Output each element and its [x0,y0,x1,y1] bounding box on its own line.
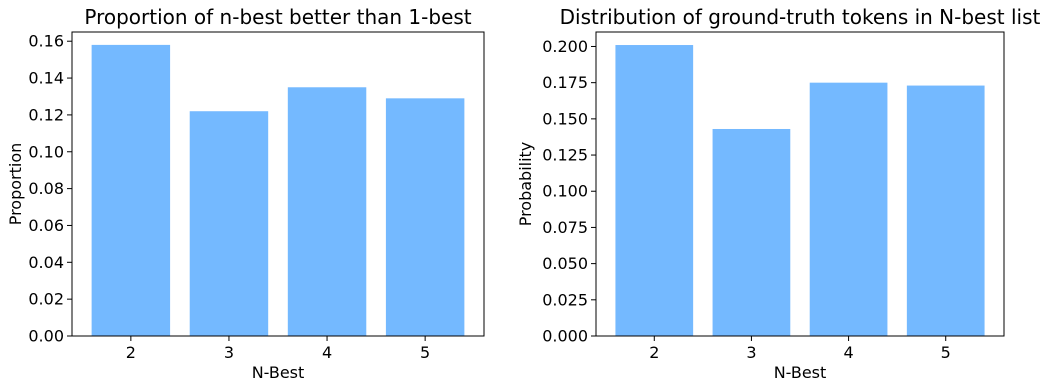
y-tick-label: 0.16 [28,32,64,51]
x-tick-label: 3 [224,343,234,362]
y-tick-label: 0.175 [542,73,588,92]
y-tick-label: 0.00 [28,327,64,346]
y-tick-label: 0.075 [542,218,588,237]
y-tick-label: 0.200 [542,37,588,56]
y-tick-label: 0.02 [28,290,64,309]
chart-n-best-proportion: 0.00 0.02 0.04 0.06 0.08 0.10 0.12 0.14 0.16 2 3 4 5… [6,5,485,381]
y-tick-label: 0.000 [542,327,588,346]
y-tick-label: 0.125 [542,146,588,165]
y-tick-label: 0.025 [542,290,588,309]
bar-2 [91,44,171,336]
x-tick-label: 3 [746,343,756,362]
y-tick-label: 0.150 [542,109,588,128]
y-tick-label: 0.050 [542,254,588,273]
y-axis-label: Proportion [6,143,25,226]
x-axis-label: N-Best [774,363,827,381]
bar-5 [906,85,985,336]
x-tick-label: 5 [941,343,951,362]
y-tick-label: 0.100 [542,182,588,201]
x-tick-label: 5 [420,343,430,362]
y-tick-label: 0.12 [28,105,64,124]
chart-ground-truth-distribution: 0.000 0.025 0.050 0.075 0.100 0.125 0.150 0.175… [516,5,1041,381]
bar-3 [189,111,269,336]
x-tick-label: 2 [126,343,136,362]
bar-4 [809,82,888,337]
y-tick-label: 0.08 [28,179,64,198]
chart-title: Distribution of ground-truth tokens in N… [560,5,1041,29]
plot-frame [595,31,1005,337]
y-tick-label: 0.10 [28,142,64,161]
x-tick-label: 2 [649,343,659,362]
x-tick-label: 4 [322,343,332,362]
y-tick-label: 0.06 [28,216,64,235]
bar-4 [287,87,367,336]
y-axis-label: Probability [516,142,535,227]
y-tick-label: 0.04 [28,253,64,272]
bar-5 [385,98,465,336]
chart-title: Proportion of n-best better than 1-best [84,5,471,29]
y-tick-label: 0.14 [28,69,64,88]
plot-frame [71,31,485,337]
bar-3 [712,128,791,336]
bar-2 [615,45,694,337]
x-axis-label: N-Best [252,363,305,381]
x-tick-label: 4 [843,343,853,362]
